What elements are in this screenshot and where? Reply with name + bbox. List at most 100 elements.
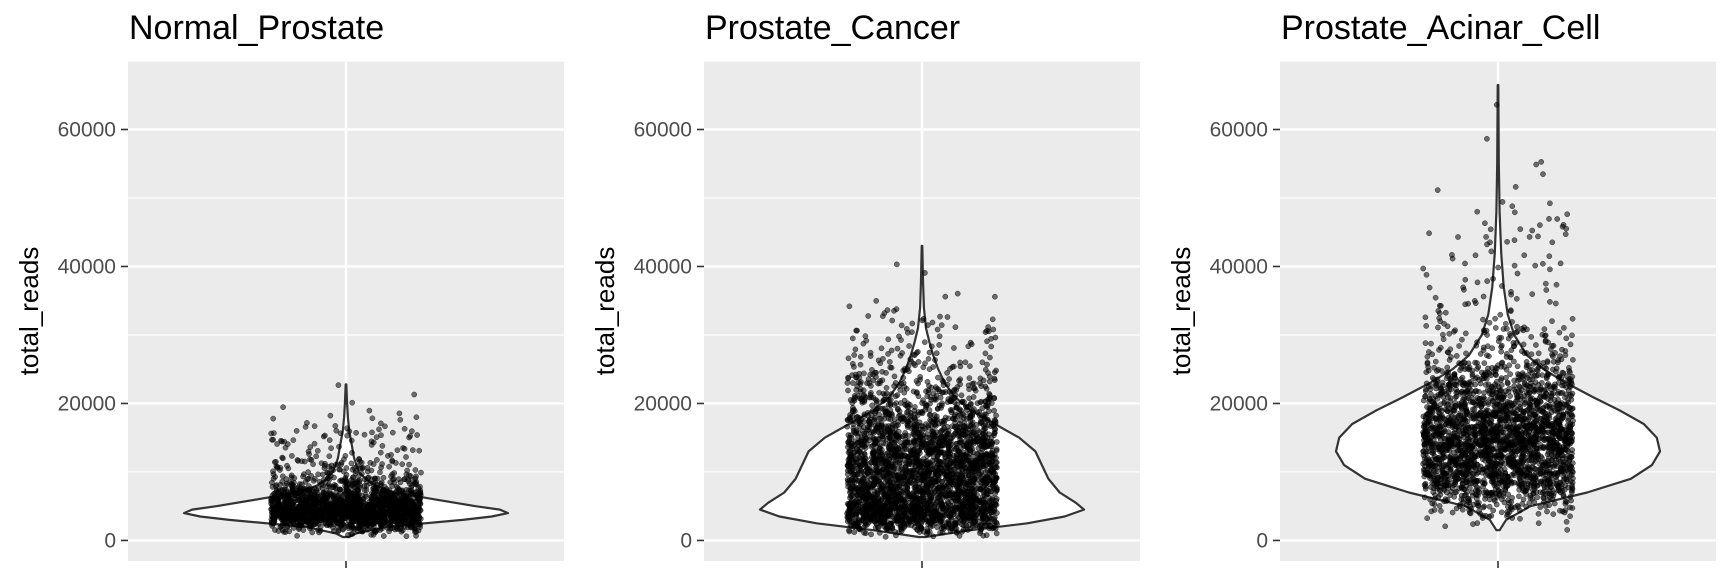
- data-point: [870, 403, 875, 408]
- data-point: [311, 478, 316, 483]
- data-point: [914, 470, 919, 475]
- y-tick-label: 0: [104, 529, 116, 552]
- data-point: [895, 346, 900, 351]
- data-point: [890, 453, 895, 458]
- data-point: [348, 505, 353, 510]
- data-point: [993, 471, 998, 476]
- data-point: [899, 323, 904, 328]
- data-point: [883, 501, 888, 506]
- data-point: [407, 498, 412, 503]
- data-point: [984, 516, 989, 521]
- data-point: [901, 375, 906, 380]
- data-point: [320, 472, 325, 477]
- data-point: [990, 464, 995, 469]
- data-point: [888, 403, 893, 408]
- data-point: [309, 492, 314, 497]
- data-point: [304, 519, 309, 524]
- data-point: [983, 478, 988, 483]
- data-point: [337, 505, 342, 510]
- data-point: [935, 375, 940, 380]
- data-point: [966, 383, 971, 388]
- data-point: [864, 381, 869, 386]
- data-point: [400, 528, 405, 533]
- data-point: [874, 298, 879, 303]
- data-point: [934, 351, 939, 356]
- data-point: [932, 357, 937, 362]
- data-point: [269, 431, 274, 436]
- data-point: [947, 389, 952, 394]
- data-point: [415, 432, 420, 437]
- data-point: [408, 492, 413, 497]
- y-tick-label: 20000: [634, 392, 692, 415]
- data-point: [889, 392, 894, 397]
- data-point: [878, 406, 883, 411]
- data-point: [979, 523, 984, 528]
- data-point: [988, 505, 993, 510]
- data-point: [270, 497, 275, 502]
- data-point: [407, 523, 412, 528]
- data-point: [950, 508, 955, 513]
- data-point: [416, 502, 421, 507]
- data-point: [980, 360, 985, 365]
- data-point: [401, 493, 406, 498]
- data-point: [314, 454, 319, 459]
- y-tick-label: 20000: [58, 392, 116, 415]
- data-point: [936, 387, 941, 392]
- data-point: [992, 431, 997, 436]
- data-point: [913, 487, 918, 492]
- data-point: [901, 380, 906, 385]
- data-point: [994, 368, 999, 373]
- data-point: [937, 342, 942, 347]
- data-point: [872, 415, 877, 420]
- data-point: [852, 530, 857, 535]
- data-point: [941, 505, 946, 510]
- data-point: [888, 397, 893, 402]
- data-point: [395, 513, 400, 518]
- data-point: [994, 439, 999, 444]
- data-point: [412, 392, 417, 397]
- data-point: [958, 364, 963, 369]
- data-point: [941, 379, 946, 384]
- data-point: [902, 366, 907, 371]
- data-point: [991, 327, 996, 332]
- data-point: [992, 378, 997, 383]
- data-point: [349, 461, 354, 466]
- data-point: [389, 452, 394, 457]
- data-point: [281, 405, 286, 410]
- data-point: [939, 428, 944, 433]
- data-point: [302, 459, 307, 464]
- data-point: [384, 510, 389, 515]
- data-point: [297, 487, 302, 492]
- data-point: [948, 399, 953, 404]
- data-point: [968, 436, 973, 441]
- data-point: [402, 426, 407, 431]
- data-point: [334, 428, 339, 433]
- data-point: [954, 424, 959, 429]
- data-point: [985, 370, 990, 375]
- data-point: [971, 505, 976, 510]
- data-point: [372, 476, 377, 481]
- data-point: [846, 375, 851, 380]
- data-point: [982, 483, 987, 488]
- data-point: [939, 323, 944, 328]
- data-point: [922, 340, 927, 345]
- data-point: [905, 425, 910, 430]
- data-point: [866, 513, 871, 518]
- data-point: [922, 440, 927, 445]
- data-point: [912, 412, 917, 417]
- data-point: [888, 365, 893, 370]
- data-point: [368, 481, 373, 486]
- data-point: [377, 470, 382, 475]
- data-point: [350, 400, 355, 405]
- data-point: [279, 439, 284, 444]
- y-tick-label: 40000: [634, 255, 692, 278]
- data-point: [283, 445, 288, 450]
- data-point: [354, 430, 359, 435]
- data-point: [874, 398, 879, 403]
- data-point: [417, 448, 422, 453]
- data-point: [964, 452, 969, 457]
- data-point: [911, 352, 916, 357]
- data-point: [951, 345, 956, 350]
- data-point: [850, 457, 855, 462]
